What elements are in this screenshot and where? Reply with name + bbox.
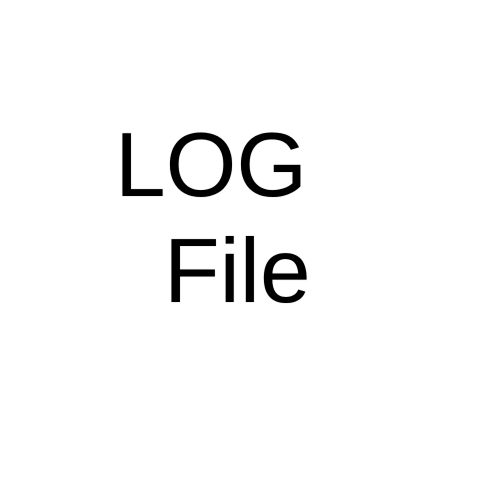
icon-label-line-1: LOG: [115, 115, 308, 216]
icon-label-line-2: File: [164, 221, 311, 322]
